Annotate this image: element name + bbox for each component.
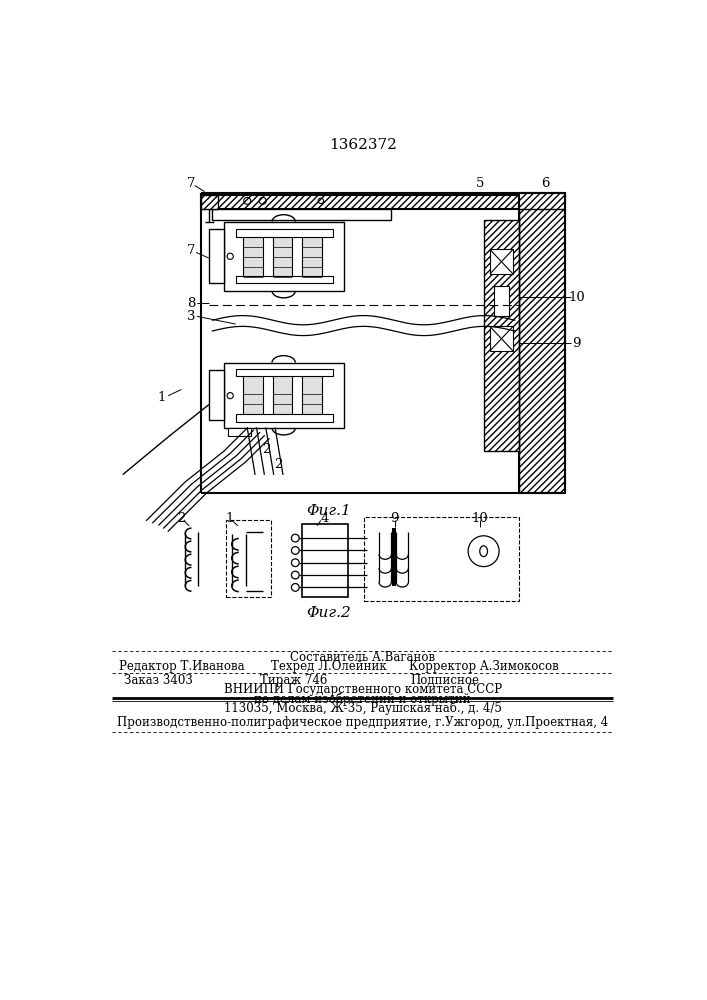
Text: Техред Л.Олейник: Техред Л.Олейник: [271, 660, 387, 673]
Text: Тираж 746: Тираж 746: [260, 674, 327, 687]
Text: Подписное: Подписное: [410, 674, 479, 687]
Bar: [201, 195, 565, 209]
Bar: [490, 249, 513, 274]
Text: ВНИИПИ Государственного комитета СССР: ВНИИПИ Государственного комитета СССР: [223, 683, 502, 696]
Bar: [243, 231, 263, 282]
Bar: [273, 372, 292, 419]
Bar: [235, 229, 332, 237]
Bar: [490, 326, 513, 351]
Text: Корректор А.Зимокосов: Корректор А.Зимокосов: [409, 660, 559, 673]
Text: 4: 4: [320, 512, 329, 525]
Text: Составитель А.Ваганов: Составитель А.Ваганов: [290, 651, 436, 664]
Text: Φиг.2: Φиг.2: [306, 606, 351, 620]
Text: 10: 10: [472, 512, 488, 525]
Bar: [235, 414, 332, 422]
Bar: [201, 195, 218, 209]
Text: 7: 7: [187, 244, 196, 257]
Bar: [303, 372, 322, 419]
Text: 5: 5: [476, 177, 484, 190]
Text: 7: 7: [187, 177, 196, 190]
Bar: [518, 193, 565, 493]
Bar: [484, 220, 518, 451]
Text: 2: 2: [177, 512, 185, 525]
Text: 8: 8: [187, 297, 196, 310]
Bar: [243, 372, 263, 419]
Text: 3: 3: [187, 310, 196, 323]
Text: 2: 2: [274, 458, 282, 471]
Text: 9: 9: [573, 337, 581, 350]
Text: 2: 2: [262, 443, 271, 456]
Text: 10: 10: [568, 291, 585, 304]
Bar: [235, 369, 332, 376]
Bar: [228, 428, 251, 436]
Text: Заказ 3403: Заказ 3403: [124, 674, 192, 687]
Text: Φиг.1: Φиг.1: [306, 504, 351, 518]
Bar: [301, 524, 348, 597]
Text: 113035, Москва, Ж-35, Раушская наб., д. 4/5: 113035, Москва, Ж-35, Раушская наб., д. …: [224, 702, 502, 715]
Bar: [303, 231, 322, 282]
Bar: [226, 520, 271, 597]
Bar: [493, 286, 509, 316]
Bar: [209, 370, 224, 420]
Text: Редактор Т.Иванова: Редактор Т.Иванова: [119, 660, 244, 673]
Bar: [209, 229, 224, 283]
Bar: [224, 222, 344, 291]
Text: 1: 1: [226, 512, 233, 525]
Text: по делам изобретений и открытий: по делам изобретений и открытий: [255, 692, 471, 706]
Bar: [224, 363, 344, 428]
Text: 1: 1: [158, 391, 166, 404]
Bar: [273, 231, 292, 282]
Bar: [363, 517, 518, 601]
Text: 1362372: 1362372: [329, 138, 397, 152]
Bar: [235, 276, 332, 283]
Text: 9: 9: [390, 512, 399, 525]
Text: Производственно-полиграфическое предприятие, г.Ужгород, ул.Проектная, 4: Производственно-полиграфическое предприя…: [117, 716, 608, 729]
Text: 6: 6: [542, 177, 550, 190]
Bar: [212, 209, 391, 220]
